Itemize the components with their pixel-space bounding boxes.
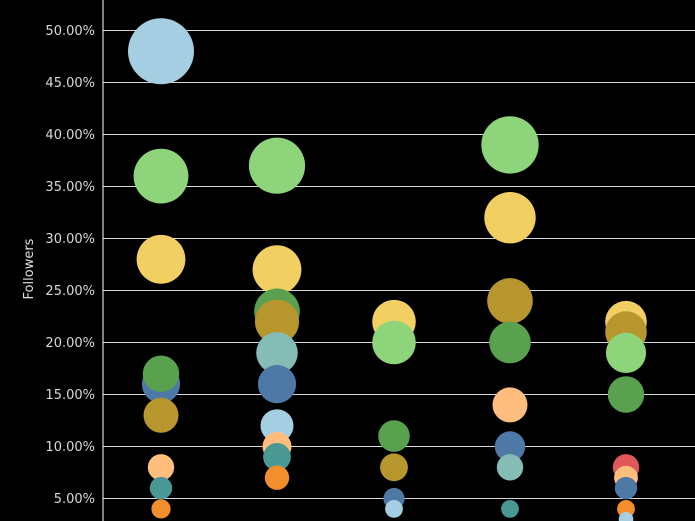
bubble-point[interactable] xyxy=(257,365,297,404)
bubble-point[interactable] xyxy=(149,476,173,500)
bubble-point[interactable] xyxy=(136,234,186,284)
bubble-point[interactable] xyxy=(260,409,294,443)
bubble-point[interactable] xyxy=(142,355,180,392)
bubbles xyxy=(128,18,647,521)
bubble-point[interactable] xyxy=(128,18,194,85)
bubble-point[interactable] xyxy=(617,500,635,518)
bubble-point[interactable] xyxy=(484,192,536,244)
y-tick-label: 10.00% xyxy=(45,440,95,455)
bubble-point[interactable] xyxy=(254,299,300,344)
bubble-point[interactable] xyxy=(133,148,189,204)
y-tick-label: 45.00% xyxy=(45,76,95,91)
bubble-point[interactable] xyxy=(143,397,179,433)
bubble-point[interactable] xyxy=(256,332,298,374)
bubble-point[interactable] xyxy=(481,116,539,174)
bubble-point[interactable] xyxy=(372,320,416,365)
bubble-point[interactable] xyxy=(385,500,403,518)
bubble-point[interactable] xyxy=(487,278,533,324)
bubble-point[interactable] xyxy=(607,376,645,413)
bubble-point[interactable] xyxy=(248,137,306,194)
bubble-point[interactable] xyxy=(605,332,647,373)
y-axis-label: Followers xyxy=(22,238,37,299)
bubble-point[interactable] xyxy=(147,454,175,481)
y-tick-label: 5.00% xyxy=(54,492,95,507)
bubble-point[interactable] xyxy=(614,476,638,500)
y-tick-label: 40.00% xyxy=(45,128,95,143)
bubble-point[interactable] xyxy=(264,465,290,490)
y-tick-label: 50.00% xyxy=(45,24,95,39)
bubble-point[interactable] xyxy=(492,387,528,423)
y-tick-label: 25.00% xyxy=(45,284,95,299)
bubble-point[interactable] xyxy=(151,499,171,519)
y-tick-labels: 5.00% 10.00% 15.00% 20.00% 25.00% 30.00% 35.00… xyxy=(45,24,95,507)
y-tick-label: 15.00% xyxy=(45,388,95,403)
bubble-point[interactable] xyxy=(378,420,410,452)
bubble-point[interactable] xyxy=(380,453,408,482)
grid-lines xyxy=(103,30,695,499)
bubble-point[interactable] xyxy=(263,443,291,471)
y-tick-label: 20.00% xyxy=(45,336,95,351)
bubble-point[interactable] xyxy=(252,245,302,295)
bubble-point[interactable] xyxy=(618,512,634,521)
bubble-point[interactable] xyxy=(496,454,524,481)
bubble-point[interactable] xyxy=(494,431,526,462)
bubble-point[interactable] xyxy=(501,500,519,518)
bubble-point[interactable] xyxy=(489,321,531,364)
y-tick-label: 30.00% xyxy=(45,232,95,247)
y-tick-label: 35.00% xyxy=(45,180,95,195)
